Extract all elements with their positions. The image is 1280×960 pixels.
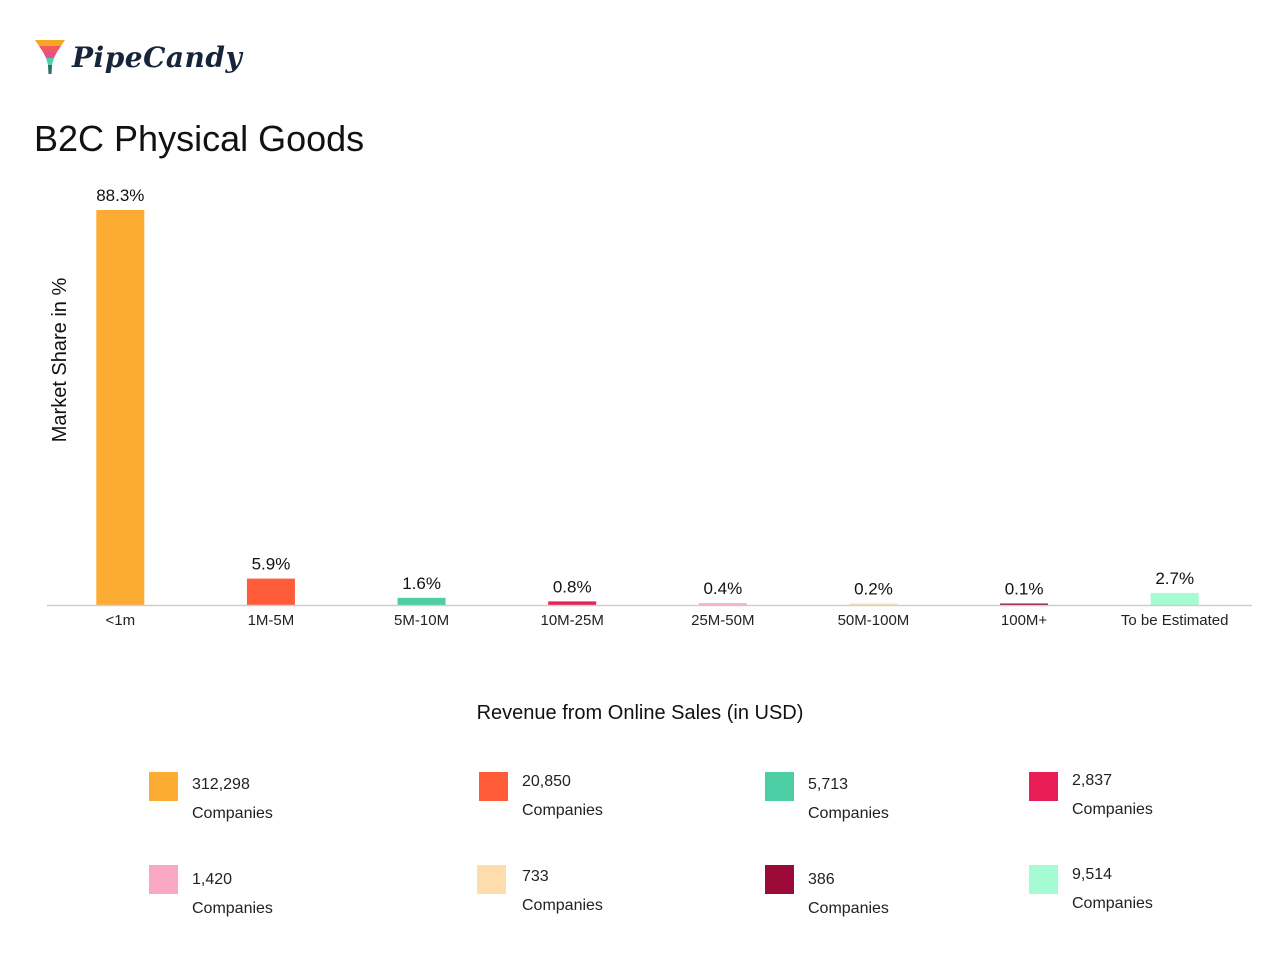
legend-count: 5,713 (808, 776, 849, 793)
chart-title: B2C Physical Goods (34, 118, 365, 159)
bar-6 (1000, 603, 1049, 605)
bar-value-label: 0.2% (854, 580, 893, 599)
bar-3 (548, 601, 597, 605)
bars-group: 88.3% <1m 5.9% 1M-5M 1.6% 5M-10M 0.8% 10M-25M 0.… (96, 186, 1228, 629)
bar-value-label: 0.4% (703, 579, 742, 598)
pipecandy-logo: PipeCandy (34, 38, 242, 76)
legend-unit: Companies (522, 897, 603, 914)
bar-value-label: 0.1% (1005, 580, 1044, 599)
x-tick-label: 50M-100M (838, 612, 910, 629)
bar-7 (1150, 592, 1199, 605)
bar-5 (849, 603, 898, 605)
bar-value-label: 0.8% (553, 577, 592, 596)
bar-value-label: 5.9% (252, 555, 291, 574)
x-axis-label: Revenue from Online Sales (in USD) (477, 702, 804, 724)
x-tick-label: 10M-25M (541, 612, 604, 629)
x-tick-label: <1m (106, 612, 136, 629)
y-axis-label: Market Share in % (49, 278, 71, 443)
legend-swatch (1029, 865, 1058, 894)
bar-2 (397, 597, 446, 605)
legend-unit: Companies (192, 805, 273, 822)
bar-value-label: 2.7% (1155, 569, 1194, 588)
bar-1 (246, 578, 295, 605)
legend-swatch (149, 865, 178, 894)
legend-unit: Companies (808, 900, 889, 917)
legend-swatch (149, 772, 178, 801)
legend-swatch (1029, 772, 1058, 801)
legend: 312,298 Companies 20,850 Companies 5,713… (0, 760, 1280, 940)
bar-0 (96, 210, 145, 605)
legend-count: 1,420 (192, 871, 233, 888)
legend-count: 733 (522, 868, 549, 885)
legend-count: 9,514 (1072, 866, 1113, 883)
legend-unit: Companies (1072, 895, 1153, 912)
legend-count: 386 (808, 871, 835, 888)
legend-swatch (765, 772, 794, 801)
logo-wordmark: PipeCandy (72, 40, 243, 74)
x-tick-label: To be Estimated (1121, 612, 1229, 629)
bar-4 (698, 603, 747, 605)
funnel-logo-icon (35, 40, 65, 74)
x-tick-label: 1M-5M (248, 612, 295, 629)
x-tick-label: 100M+ (1001, 612, 1048, 629)
legend-count: 312,298 (192, 776, 250, 793)
legend-swatch (477, 865, 506, 894)
legend-swatch (479, 772, 508, 801)
legend-count: 2,837 (1072, 772, 1113, 789)
x-tick-label: 25M-50M (691, 612, 754, 629)
legend-unit: Companies (1072, 801, 1153, 818)
market-share-bar-chart: Market Share in % 88.3% <1m 5.9% 1M-5M 1.6% 5… (47, 186, 1252, 724)
legend-unit: Companies (808, 805, 889, 822)
bar-value-label: 1.6% (402, 574, 441, 593)
legend-count: 20,850 (522, 773, 571, 790)
legend-unit: Companies (192, 900, 273, 917)
legend-unit: Companies (522, 802, 603, 819)
bar-value-label: 88.3% (96, 186, 144, 205)
x-tick-label: 5M-10M (394, 612, 449, 629)
legend-swatch (765, 865, 794, 894)
